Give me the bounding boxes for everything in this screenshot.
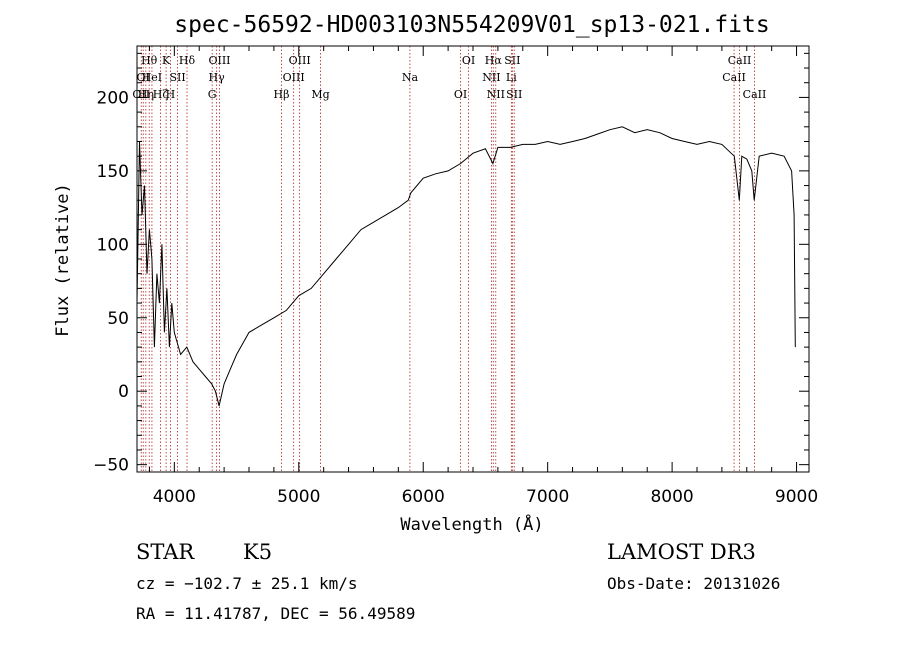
line-label-11: Hγ	[209, 71, 226, 84]
line-label-6: K	[162, 54, 171, 67]
chart-title: spec-56592-HD003103N554209V01_sp13-021.f…	[174, 12, 769, 38]
line-label-27: CaII	[728, 54, 752, 67]
redshift-velocity: cz = −102.7 ± 25.1 km/s	[136, 574, 358, 593]
x-tick-label-6000: 6000	[402, 487, 445, 507]
y-tick-label--50: −50	[93, 456, 129, 476]
line-label-7: H	[166, 88, 176, 101]
y-axis-label: Flux (relative)	[53, 183, 73, 337]
x-tick-label-5000: 5000	[277, 487, 320, 507]
line-label-28: CaII	[743, 88, 767, 101]
line-label-15: OIII	[289, 54, 311, 67]
y-tick-label-50: 50	[107, 309, 129, 329]
line-label-2: Hη	[138, 88, 154, 101]
coordinates: RA = 11.41787, DEC = 56.49589	[136, 604, 416, 623]
x-axis: 4000 5000 6000 7000 8000 9000	[148, 46, 818, 507]
spectral-line-markers: OIIOIHηHθHeIHζKHSIIHδGHγOIIIHβOIIIOIIIMg…	[132, 46, 766, 472]
y-tick-label-200: 200	[97, 88, 129, 108]
line-label-16: Mg	[311, 88, 329, 101]
line-label-8: SII	[169, 71, 185, 84]
line-label-25: SII	[506, 88, 522, 101]
y-tick-label-100: 100	[97, 235, 129, 255]
x-tick-label-9000: 9000	[775, 487, 818, 507]
line-label-1: OI	[137, 71, 150, 84]
spectrum-chart: spec-56592-HD003103N554209V01_sp13-021.f…	[53, 12, 818, 535]
line-label-26: CaII	[722, 71, 746, 84]
observation-date: Obs-Date: 20131026	[607, 574, 781, 593]
survey-name: LAMOST DR3	[607, 540, 756, 564]
spectrum-series	[136, 126, 796, 407]
line-label-24: SII	[504, 54, 520, 67]
x-tick-label-8000: 8000	[650, 487, 693, 507]
x-axis-label: Wavelength (Å)	[400, 513, 543, 535]
line-label-5: Hζ	[153, 88, 169, 101]
object-class: STAR	[136, 540, 195, 564]
plot-frame	[136, 45, 810, 473]
line-label-4: HeI	[142, 71, 162, 84]
line-label-22: NII	[487, 88, 505, 101]
line-label-17: Na	[402, 71, 419, 84]
line-label-13: Hβ	[274, 88, 290, 101]
y-tick-label-0: 0	[118, 382, 129, 402]
line-label-19: OI	[462, 54, 475, 67]
line-label-10: G	[208, 88, 217, 101]
line-label-18: OI	[454, 88, 467, 101]
object-subclass: K5	[243, 540, 273, 564]
line-label-12: OIII	[208, 54, 230, 67]
spectrum-line-0	[136, 126, 796, 407]
y-tick-label-150: 150	[97, 162, 129, 182]
line-label-3: Hθ	[141, 54, 158, 67]
line-label-23: Li	[506, 71, 517, 84]
line-label-14: OIII	[283, 71, 305, 84]
line-label-21: Hα	[485, 54, 503, 67]
x-tick-label-4000: 4000	[153, 487, 196, 507]
line-label-9: Hδ	[179, 54, 196, 67]
y-axis: −50 0 50 100 150 200	[93, 52, 809, 476]
line-label-20: NII	[482, 71, 500, 84]
x-tick-label-7000: 7000	[526, 487, 569, 507]
